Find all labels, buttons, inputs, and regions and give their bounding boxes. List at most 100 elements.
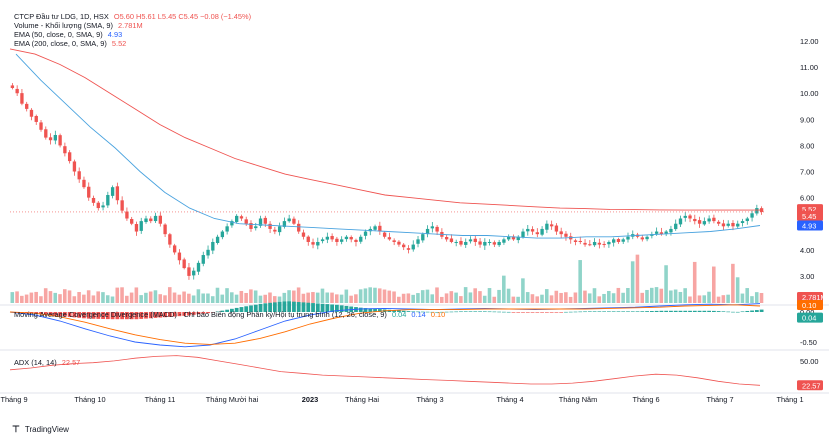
volume-bar xyxy=(525,292,530,303)
candle-body xyxy=(392,240,396,242)
volume-bar xyxy=(110,296,115,303)
macd-histogram-bar xyxy=(478,311,482,312)
volume-tag-bg xyxy=(797,292,823,302)
macd-histogram-bar xyxy=(573,311,578,313)
candle-body xyxy=(187,267,191,276)
candle-body xyxy=(282,221,287,227)
volume-bar xyxy=(335,294,339,303)
volume-bar xyxy=(454,292,458,303)
candle-body xyxy=(473,238,477,242)
volume-bar xyxy=(697,295,702,303)
macd-histogram-bar xyxy=(616,311,621,312)
candle-body xyxy=(110,187,115,196)
volume-bar xyxy=(282,292,287,303)
volume-bar xyxy=(344,289,349,303)
macd-histogram-bar xyxy=(230,308,234,312)
price-axis-tick: 9.00 xyxy=(800,115,814,124)
candle-body xyxy=(583,242,587,245)
volume-bar xyxy=(578,260,582,303)
adx-legend: ADX (14, 14) 22.57 xyxy=(14,358,80,367)
macd-axis-tick: 0.00 xyxy=(800,308,814,317)
volume-bar xyxy=(420,290,425,303)
macd-histogram-bar xyxy=(344,305,349,312)
macd-histogram-bar xyxy=(487,311,492,313)
macd-histogram-bar xyxy=(115,312,120,320)
candle-body xyxy=(311,242,315,245)
ema200-price-tag: 5.52 xyxy=(802,205,816,214)
candle-body xyxy=(736,223,740,227)
volume-bar xyxy=(487,288,492,303)
price-axis-tick: 8.00 xyxy=(800,141,814,150)
last-price-tag-bg xyxy=(797,210,823,221)
volume-bar xyxy=(759,292,764,303)
candle-body xyxy=(545,223,549,230)
macd-histogram-bar xyxy=(607,311,611,312)
candle-body xyxy=(430,226,435,229)
candle-body xyxy=(387,237,392,240)
macd-histogram-bar xyxy=(82,312,86,319)
volume-bar xyxy=(354,294,358,303)
volume-bar xyxy=(750,296,754,303)
volume-bar xyxy=(478,291,482,303)
candle-body xyxy=(607,241,611,245)
candle-body xyxy=(559,231,563,235)
macd-histogram-bar xyxy=(272,302,277,312)
macd-histogram-bar xyxy=(301,302,306,312)
ema200-label: EMA (200, close, 0, SMA, 9) xyxy=(14,39,107,48)
volume-bar xyxy=(688,296,692,303)
volume-bar xyxy=(201,293,205,303)
volume-bar xyxy=(215,287,220,303)
adx-axis-tick: 50.00 xyxy=(800,357,819,366)
volume-bar xyxy=(177,294,182,303)
volume-bar xyxy=(549,295,554,303)
volume-bar xyxy=(244,292,248,303)
volume-bar xyxy=(492,296,497,303)
macd-histogram-bar xyxy=(626,311,630,312)
macd-histogram-bar xyxy=(148,312,153,319)
macd-histogram-bar xyxy=(506,311,511,313)
volume-bar xyxy=(735,277,740,303)
macd-histogram-bar xyxy=(454,311,459,313)
candle-body xyxy=(82,179,86,188)
volume-bar xyxy=(459,296,463,303)
macd-histogram-bar xyxy=(697,310,702,312)
volume-bar xyxy=(129,292,134,303)
candle-body xyxy=(144,218,148,223)
price-axis-tick: 12.00 xyxy=(800,37,819,46)
macd-histogram-bar xyxy=(253,304,258,312)
macd-axis-tick: -0.50 xyxy=(800,338,817,347)
candle-body xyxy=(201,255,205,264)
volume-bar xyxy=(497,289,501,303)
candle-body xyxy=(87,186,91,198)
volume-bar xyxy=(182,291,186,303)
candle-body xyxy=(130,219,134,224)
price-axis-tick: 3.00 xyxy=(800,272,814,281)
candle-body xyxy=(263,217,267,224)
volume-bar xyxy=(521,278,525,303)
volume-bar xyxy=(664,265,668,303)
candle-body xyxy=(573,240,578,242)
macd-histogram-bar xyxy=(444,311,449,313)
volume-bar xyxy=(253,290,258,303)
candle-body xyxy=(158,215,162,224)
macd-histogram-bar xyxy=(416,311,420,313)
volume-bar xyxy=(206,293,210,303)
volume-bar xyxy=(148,291,153,303)
macd-histogram-bar xyxy=(368,308,373,312)
volume-bar xyxy=(239,290,244,303)
volume-bar xyxy=(125,295,129,303)
macd-histogram-bar xyxy=(530,312,535,313)
ema50-line xyxy=(15,53,761,239)
volume-bar xyxy=(225,288,229,303)
macd-histogram-bar xyxy=(759,309,764,312)
candle-body xyxy=(712,217,716,222)
candle-body xyxy=(292,218,296,224)
candle-body xyxy=(153,215,158,222)
candle-body xyxy=(373,226,377,230)
candle-body xyxy=(163,224,167,235)
candle-body xyxy=(91,197,96,203)
candle-body xyxy=(621,239,625,242)
volume-bar xyxy=(82,294,86,303)
candle-body xyxy=(592,241,597,246)
